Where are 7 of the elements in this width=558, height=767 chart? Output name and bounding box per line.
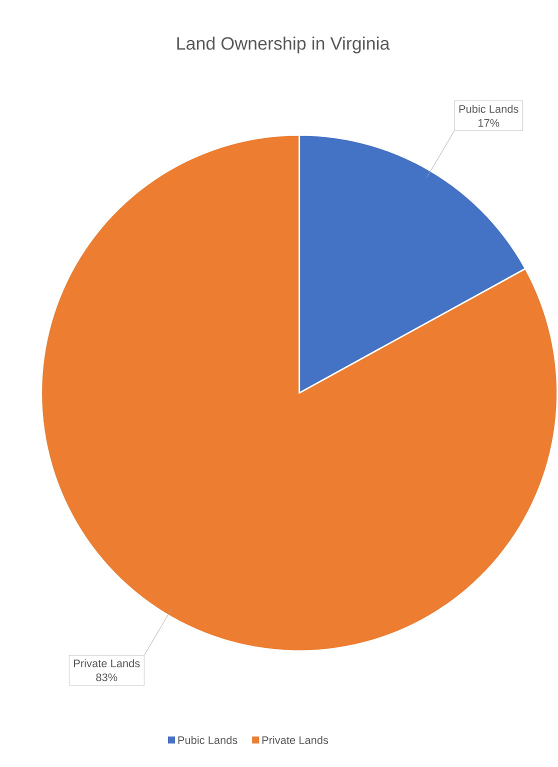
data-label: 83% xyxy=(96,673,118,682)
data-label: 17% xyxy=(478,119,500,127)
chart-title: Land Ownership in Virginia xyxy=(177,36,390,54)
legend-label: Private Lands xyxy=(262,736,328,744)
slice-label: Pubic Lands xyxy=(459,104,518,113)
legend-label: Pubic Lands xyxy=(178,736,238,744)
slice-label: Private Lands xyxy=(74,659,140,668)
